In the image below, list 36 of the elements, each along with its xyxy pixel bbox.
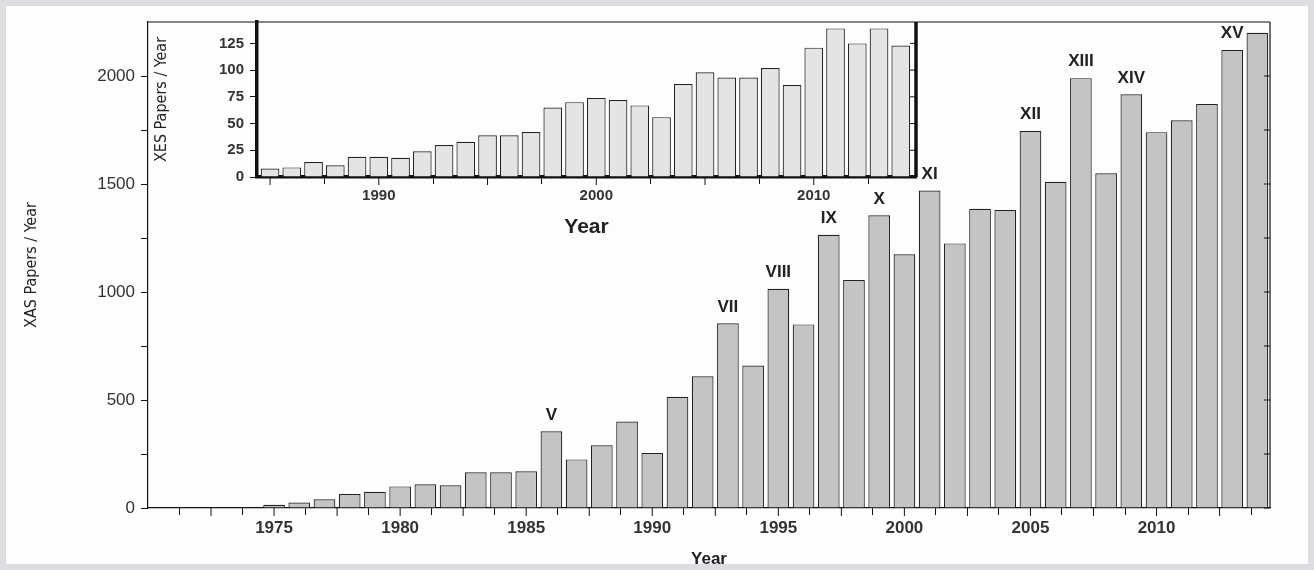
annotation: V	[545, 404, 558, 424]
x-tick-label: 1975	[255, 517, 293, 537]
x-tick-label: 1990	[633, 517, 672, 537]
x-axis-title: Year	[564, 214, 609, 238]
y-axis-title: XES Papers / Year	[150, 36, 170, 163]
annotation: XV	[1220, 23, 1245, 43]
y-tick-label: 100	[218, 60, 244, 78]
x-tick-label: 1985	[507, 517, 546, 537]
x-tick-label: 1995	[759, 517, 798, 537]
y-tick-label: 0	[235, 167, 244, 185]
y-tick-label: 50	[227, 113, 244, 131]
annotation: XI	[921, 163, 938, 183]
annotation: VIII	[765, 261, 792, 281]
x-tick-label: 2010	[797, 186, 831, 204]
annotation: X	[873, 188, 886, 208]
annotation: VII	[717, 296, 739, 316]
x-tick-label: 2000	[885, 517, 924, 537]
y-tick-label: 500	[106, 389, 135, 409]
y-tick-label: 2000	[97, 65, 135, 85]
annotation: IX	[820, 207, 838, 227]
annotation: XIV	[1117, 67, 1146, 87]
x-tick-label: 2010	[1137, 517, 1176, 537]
y-tick-label: 1000	[97, 281, 135, 301]
x-tick-label: 2000	[579, 186, 613, 204]
y-axis-title: XAS Papers / Year	[20, 201, 40, 328]
x-tick-label: 1980	[381, 517, 420, 537]
x-axis-title: Year	[691, 549, 728, 569]
x-tick-label: 1990	[362, 186, 396, 204]
y-tick-label: 75	[227, 86, 244, 104]
y-tick-label: 25	[227, 140, 244, 158]
y-tick-label: 125	[218, 33, 244, 51]
annotation: XII	[1020, 104, 1041, 124]
annotation: XIII	[1068, 51, 1094, 71]
y-tick-label: 1500	[97, 173, 135, 193]
x-tick-label: 2005	[1011, 517, 1050, 537]
y-tick-label: 0	[125, 497, 135, 517]
